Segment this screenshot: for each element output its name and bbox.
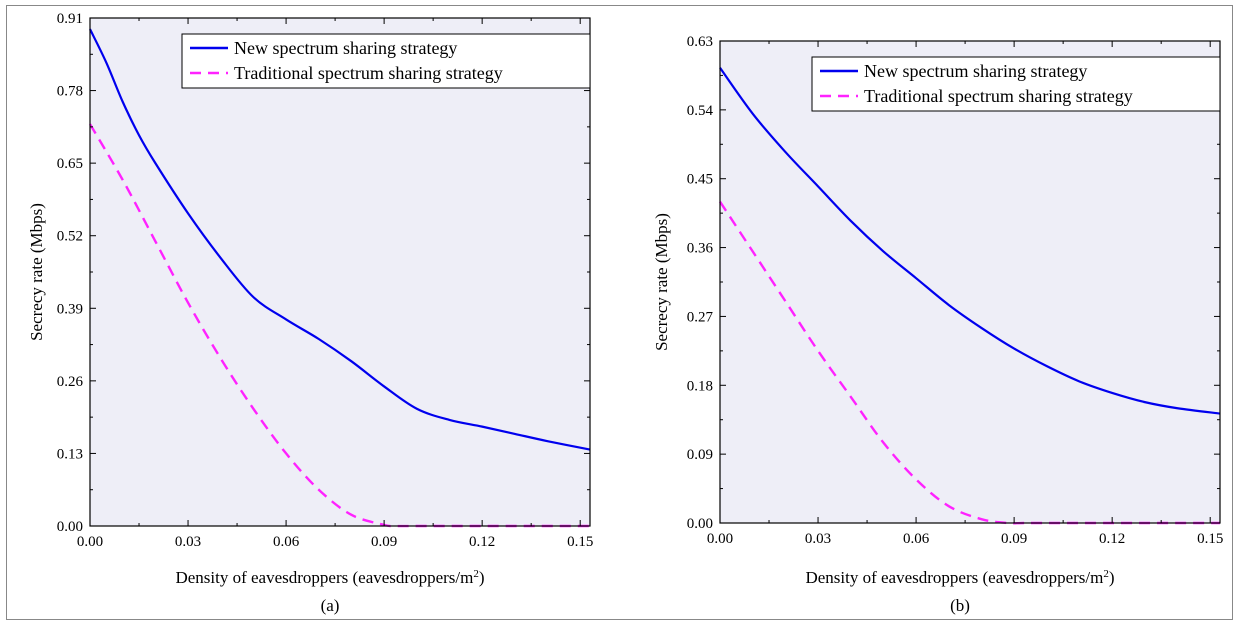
- legend-label: New spectrum sharing strategy: [234, 38, 457, 58]
- figure-border: [6, 5, 1233, 620]
- y-tick-label: 0.52: [57, 229, 83, 245]
- y-tick-label: 0.36: [687, 241, 714, 257]
- plot-area: [720, 41, 1220, 523]
- x-axis-label-end: ): [479, 568, 485, 587]
- x-tick-label: 0.15: [567, 534, 593, 550]
- y-tick-label: 0.65: [57, 156, 83, 172]
- x-tick-label: 0.06: [903, 531, 930, 547]
- legend-label: New spectrum sharing strategy: [864, 61, 1087, 81]
- panel-caption: (a): [321, 596, 340, 615]
- y-tick-label: 0.26: [57, 374, 84, 390]
- x-axis-label-sup: 2: [473, 568, 479, 580]
- y-tick-label: 0.09: [687, 447, 713, 463]
- y-tick-label: 0.39: [57, 301, 83, 317]
- y-tick-label: 0.27: [687, 309, 714, 325]
- legend-label: Traditional spectrum sharing strategy: [234, 63, 503, 83]
- x-axis-label-sup: 2: [1103, 568, 1109, 580]
- legend: New spectrum sharing strategy Traditional…: [811, 56, 1221, 112]
- legend-label: Traditional spectrum sharing strategy: [864, 86, 1133, 106]
- y-tick-label: 0.00: [57, 519, 83, 535]
- x-axis-label-text: Density of eavesdroppers (eavesdroppers/…: [175, 568, 473, 587]
- y-tick-label: 0.18: [687, 378, 713, 394]
- legend-box: [811, 56, 1221, 112]
- x-tick-label: 0.15: [1197, 531, 1223, 547]
- plot-area: [90, 18, 590, 526]
- x-tick-label: 0.12: [469, 534, 495, 550]
- y-tick-label: 0.45: [687, 172, 713, 188]
- series-line-new-strategy: [719, 67, 1221, 415]
- panel-caption: (b): [950, 596, 970, 615]
- y-tick-label: 0.54: [687, 103, 714, 119]
- y-tick-label: 0.00: [687, 516, 713, 532]
- legend-box: [181, 33, 591, 89]
- chart-panel-b: 0.00 0.09 0.18 0.27 0.36 0.45 0.54 0.63 0.00 0.03…: [652, 34, 1223, 615]
- x-tick-label: 0.00: [707, 531, 733, 547]
- legend: New spectrum sharing strategy Traditional…: [181, 33, 591, 89]
- chart-panel-a: 0.00 0.13 0.26 0.39 0.52 0.65 0.78 0.91 0.00 0.03…: [27, 11, 593, 615]
- x-axis-label-text: Density of eavesdroppers (eavesdroppers/…: [805, 568, 1103, 587]
- y-tick-label: 0.63: [687, 34, 713, 50]
- x-axis-label-end: ): [1109, 568, 1115, 587]
- x-axis-label: Density of eavesdroppers (eavesdroppers/…: [805, 568, 1114, 587]
- x-tick-label: 0.12: [1099, 531, 1125, 547]
- x-tick-label: 0.06: [273, 534, 300, 550]
- series-line-new-strategy: [89, 28, 591, 451]
- x-tick-label: 0.09: [371, 534, 397, 550]
- x-axis-label: Density of eavesdroppers (eavesdroppers/…: [175, 568, 484, 587]
- y-tick-label: 0.91: [57, 11, 83, 27]
- y-axis-label: Secrecy rate (Mbps): [27, 203, 46, 341]
- x-tick-label: 0.09: [1001, 531, 1027, 547]
- x-tick-label: 0.03: [175, 534, 201, 550]
- y-tick-label: 0.13: [57, 446, 83, 462]
- y-tick-label: 0.78: [57, 84, 83, 100]
- y-axis-label: Secrecy rate (Mbps): [652, 213, 671, 351]
- x-tick-label: 0.00: [77, 534, 103, 550]
- x-tick-label: 0.03: [805, 531, 831, 547]
